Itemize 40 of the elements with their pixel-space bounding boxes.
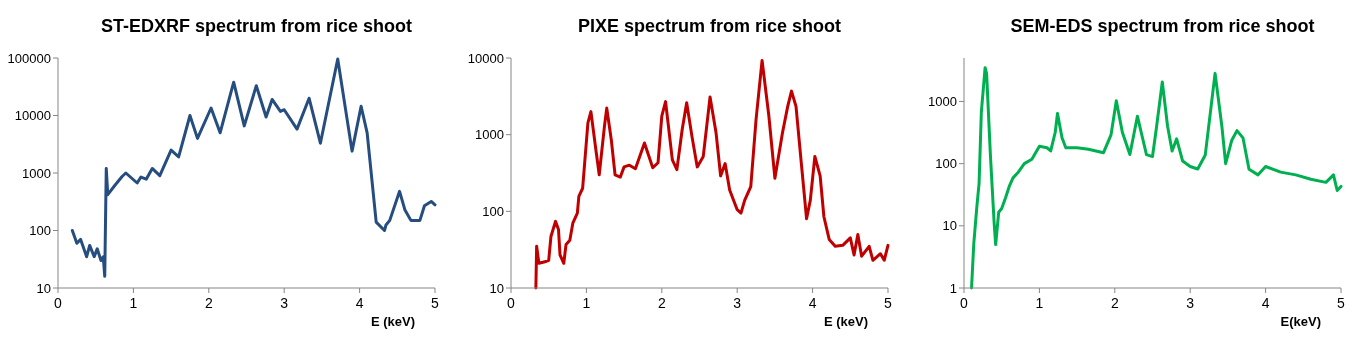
- x-tick-label: 4: [1261, 295, 1270, 311]
- line-series: [534, 58, 890, 290]
- chart-title: ST-EDXRF spectrum from rice shoot: [100, 16, 413, 36]
- line-series: [970, 66, 1343, 290]
- y-tick-label: 100: [29, 223, 51, 239]
- x-tick-label: 3: [1186, 295, 1195, 311]
- x-tick-label: 3: [733, 295, 742, 311]
- x-tick-label: 2: [204, 295, 213, 311]
- x-tick-label: 3: [280, 295, 289, 311]
- y-tick-label: 100: [935, 156, 957, 172]
- y-tick-label: 10000: [467, 50, 504, 66]
- chart-title: SEM-EDS spectrum from rice shoot: [1010, 16, 1315, 36]
- y-tick-label: 1: [949, 280, 957, 296]
- x-tick-label: 2: [657, 295, 666, 311]
- y-tick-label: 10: [36, 280, 51, 296]
- x-tick-label: 1: [582, 295, 591, 311]
- y-tick-label: 100: [482, 203, 504, 219]
- x-axis-title: E (keV): [823, 314, 868, 329]
- x-axis-title: E(keV): [1280, 314, 1321, 329]
- x-tick-label: 0: [960, 295, 969, 311]
- x-tick-label: 4: [355, 295, 364, 311]
- chart-title: PIXE spectrum from rice shoot: [577, 16, 842, 36]
- y-tick-label: 1000: [22, 165, 51, 181]
- y-tick-label: 10: [942, 218, 957, 234]
- x-tick-label: 2: [1110, 295, 1119, 311]
- x-tick-label: 0: [54, 295, 63, 311]
- x-tick-label: 5: [1337, 295, 1346, 311]
- y-tick-label: 10: [489, 280, 504, 296]
- line-series: [70, 57, 437, 278]
- x-axis-title: E (keV): [370, 314, 415, 329]
- y-tick-label: 100000: [7, 50, 51, 66]
- y-tick-label: 1000: [928, 94, 957, 110]
- x-tick-label: 5: [884, 295, 893, 311]
- y-tick-label: 1000: [475, 127, 504, 143]
- x-tick-label: 5: [431, 295, 440, 311]
- x-tick-label: 4: [808, 295, 817, 311]
- x-tick-label: 1: [129, 295, 138, 311]
- y-tick-label: 10000: [14, 108, 51, 124]
- x-tick-label: 1: [1035, 295, 1044, 311]
- x-tick-label: 0: [507, 295, 516, 311]
